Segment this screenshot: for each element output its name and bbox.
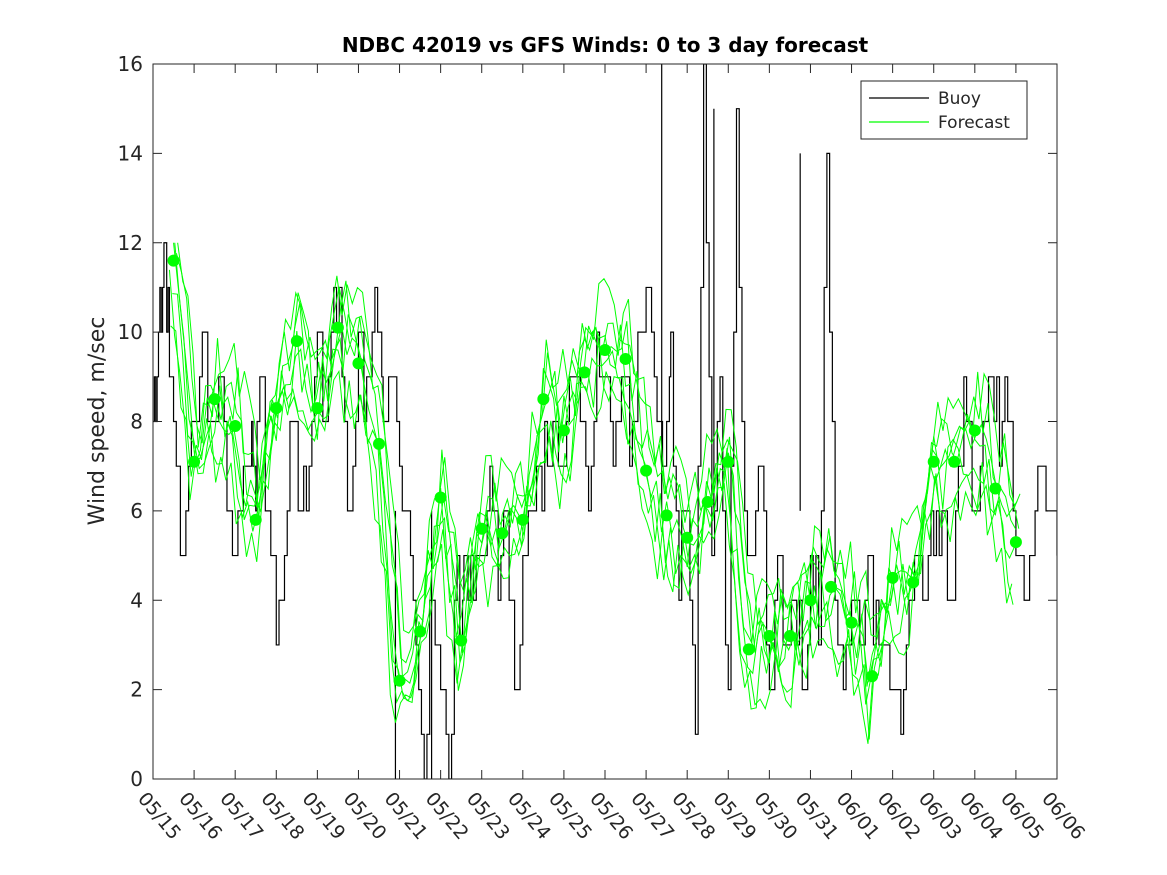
y-axis-label: Wind speed, m/sec	[85, 317, 110, 526]
series-group	[153, 64, 1057, 779]
forecast-point	[681, 531, 694, 544]
forecast-line-2	[174, 242, 1018, 683]
forecast-point	[763, 630, 776, 642]
forecast-point	[188, 455, 201, 468]
forecast-point	[373, 437, 385, 450]
forecast-line-4	[168, 269, 1013, 744]
forecast-point	[825, 580, 837, 593]
forecast-point	[537, 393, 550, 406]
forecast-point	[434, 491, 447, 504]
forecast-point	[557, 424, 570, 437]
forecast-point	[475, 522, 488, 535]
forecast-point	[414, 625, 427, 638]
buoy-series-line	[153, 64, 1057, 779]
y-tick-label: 16	[118, 52, 143, 76]
forecast-line-5	[177, 242, 1021, 638]
legend-label-0: Buoy	[938, 89, 981, 109]
forecast-point	[722, 455, 735, 468]
forecast-point	[249, 513, 262, 526]
forecast-line-3	[175, 253, 1020, 678]
legend-label-1: Forecast	[938, 113, 1010, 133]
forecast-point	[948, 455, 961, 468]
y-tick-label: 0	[130, 767, 143, 791]
forecast-point	[1009, 536, 1022, 549]
forecast-point	[660, 509, 673, 522]
forecast-point	[599, 344, 611, 356]
forecast-point	[516, 513, 529, 526]
forecast-point	[989, 482, 1002, 495]
forecast-point	[311, 402, 324, 415]
forecast-point	[496, 527, 509, 540]
forecast-point	[804, 594, 817, 607]
forecast-point	[167, 254, 180, 267]
y-tick-label: 6	[130, 499, 143, 523]
forecast-point	[907, 576, 920, 589]
forecast-point	[455, 634, 468, 647]
forecast-point	[270, 402, 283, 415]
forecast-point	[845, 616, 858, 629]
forecast-point	[701, 495, 714, 508]
y-tick-label: 8	[130, 410, 143, 434]
forecast-point	[331, 321, 344, 334]
y-tick-label: 12	[118, 231, 143, 255]
forecast-point	[619, 352, 632, 365]
forecast-point	[208, 393, 221, 406]
forecast-point	[352, 357, 365, 370]
y-tick-label: 4	[130, 588, 143, 612]
forecast-point	[578, 366, 591, 379]
forecast-point	[886, 571, 899, 584]
y-tick-label: 10	[118, 320, 143, 344]
forecast-point	[927, 455, 940, 468]
forecast-point	[229, 419, 242, 432]
legend-box	[860, 80, 1028, 140]
forecast-point	[742, 643, 755, 656]
forecast-point	[866, 670, 879, 683]
forecast-point	[640, 464, 653, 477]
forecast-line-0	[170, 325, 1014, 740]
forecast-point	[783, 630, 796, 642]
y-tick-label: 14	[118, 141, 143, 165]
chart-title: NDBC 42019 vs GFS Winds: 0 to 3 day fore…	[342, 33, 869, 57]
forecast-line-6	[173, 242, 1017, 687]
forecast-point	[968, 424, 981, 437]
legend: Buoy Forecast	[860, 80, 1028, 140]
forecast-point	[393, 674, 406, 687]
forecast-point	[290, 335, 303, 348]
y-tick-label: 2	[130, 678, 143, 702]
